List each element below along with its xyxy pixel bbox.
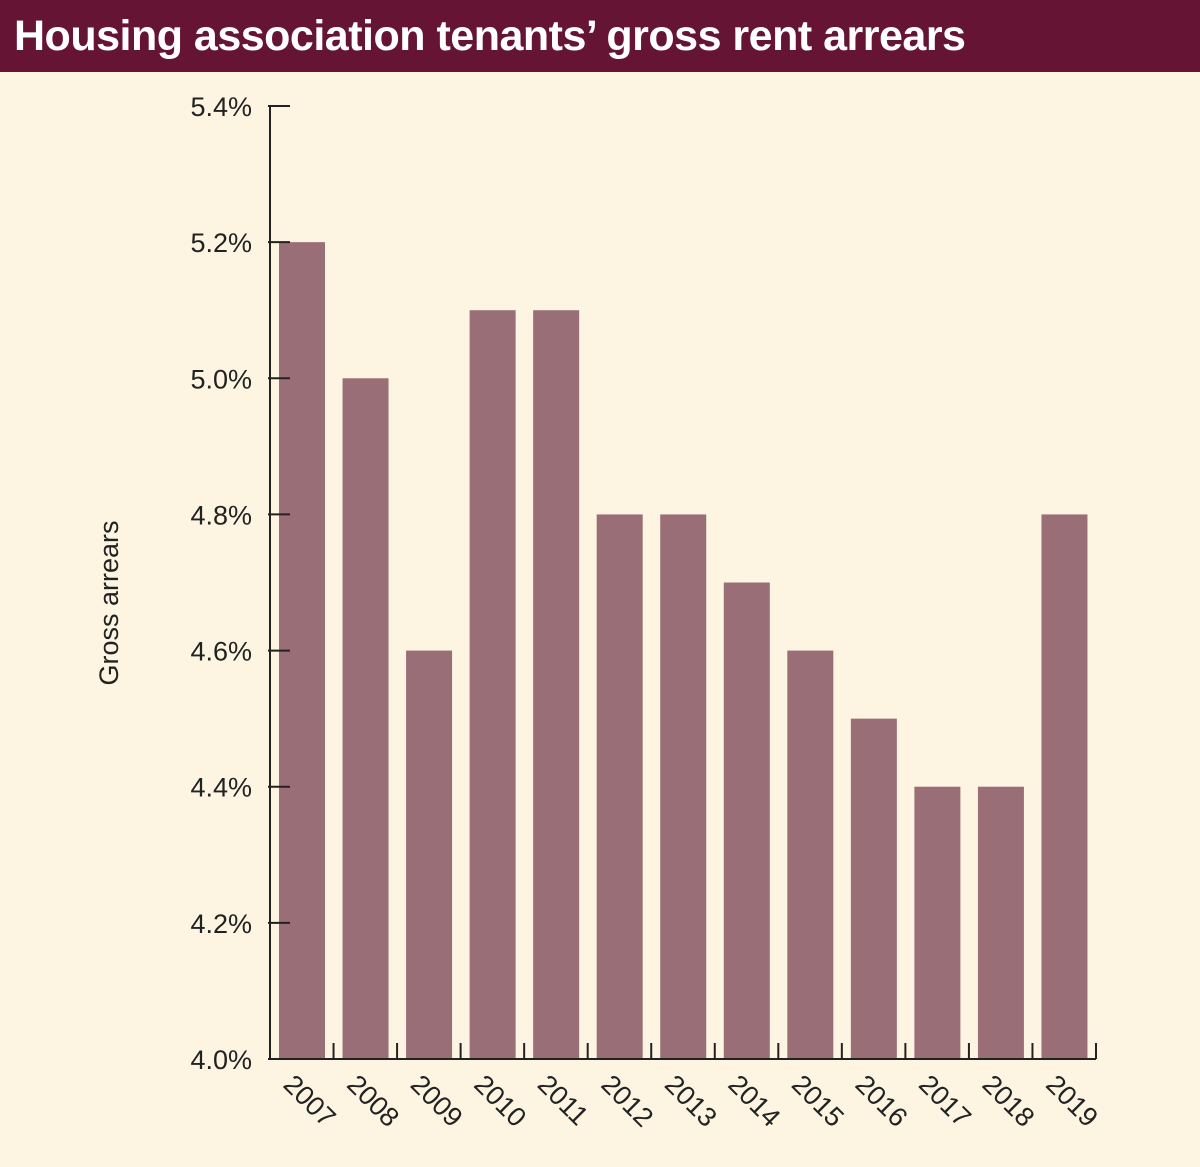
x-tick-label: 2012 xyxy=(595,1069,659,1133)
x-tick-label: 2017 xyxy=(913,1069,977,1133)
y-tick-label: 5.4% xyxy=(190,92,252,122)
bar-2008 xyxy=(342,378,389,1059)
title-bar: Housing association tenants’ gross rent … xyxy=(0,0,1200,72)
x-tick-label: 2007 xyxy=(278,1069,342,1133)
bar-2018 xyxy=(977,786,1024,1059)
bar-2014 xyxy=(723,582,770,1059)
bar-2009 xyxy=(406,650,453,1059)
chart-title: Housing association tenants’ gross rent … xyxy=(14,11,966,60)
bar-2017 xyxy=(914,786,961,1059)
x-tick-label: 2013 xyxy=(659,1069,723,1133)
y-tick-label: 4.6% xyxy=(190,637,252,667)
y-tick-label: 5.2% xyxy=(190,228,252,258)
x-tick-label: 2011 xyxy=(532,1069,594,1131)
y-tick-label: 4.0% xyxy=(190,1045,252,1075)
x-tick-label: 2014 xyxy=(723,1069,787,1133)
x-tick-label: 2010 xyxy=(468,1069,532,1133)
y-tick-label: 5.0% xyxy=(190,364,252,394)
y-tick-label: 4.2% xyxy=(190,909,252,939)
axes-group: 4.0% 4.2% 4.4% 4.6% 4.8% 5.0% 5.2% 5.4% 2007 2008… xyxy=(190,92,1103,1133)
bar-2016 xyxy=(850,718,897,1059)
bar-2013 xyxy=(660,514,707,1059)
bar-2012 xyxy=(596,514,643,1059)
bar-2010 xyxy=(469,310,516,1059)
x-tick-label: 2019 xyxy=(1040,1069,1104,1133)
bar-2011 xyxy=(533,310,580,1059)
bars-group xyxy=(279,242,1088,1060)
y-tick-label: 4.4% xyxy=(190,773,252,803)
x-tick-label: 2009 xyxy=(405,1069,469,1133)
x-tick-label: 2008 xyxy=(341,1069,405,1133)
y-tick-label: 4.8% xyxy=(190,500,252,530)
bar-2015 xyxy=(787,650,834,1059)
x-tick-label: 2016 xyxy=(850,1069,914,1133)
y-axis-label: Gross arrears xyxy=(94,520,124,685)
bar-2019 xyxy=(1041,514,1088,1059)
x-tick-label: 2018 xyxy=(977,1069,1041,1133)
x-tick-label: 2015 xyxy=(786,1069,850,1133)
